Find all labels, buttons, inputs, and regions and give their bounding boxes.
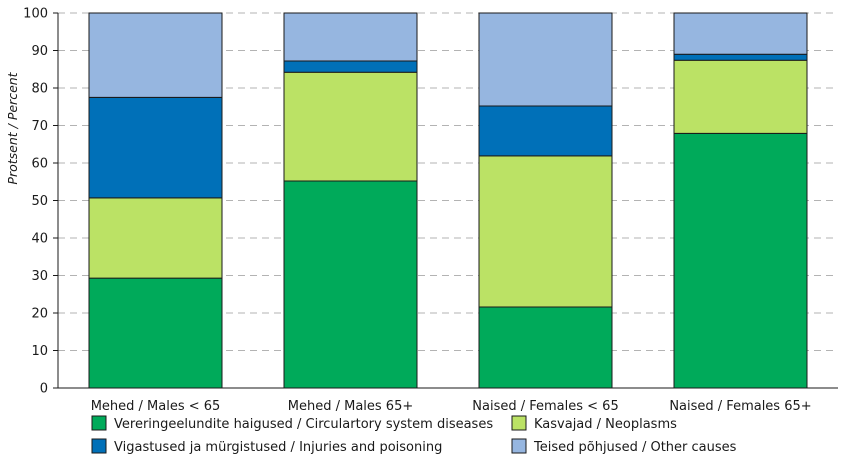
legend: Vereringeelundite haigused / Circulartor… xyxy=(91,415,737,455)
y-tick-label: 60 xyxy=(31,157,48,172)
bar-segment-teised-p-hjused-other-causes-1 xyxy=(88,12,223,98)
x-category-labels: Mehed / Males < 65 Mehed / Males 65+ Naise… xyxy=(91,399,812,414)
bar-segment-teised-p-hjused-other-causes-4 xyxy=(673,12,808,55)
bar-segment-vigastused-ja-m-rgistused-injuries-and-poisoning-2 xyxy=(283,60,418,73)
y-tick-label: 50 xyxy=(31,194,48,209)
y-tick-labels: 0 10 20 30 40 50 60 70 80 90 100 xyxy=(23,7,58,397)
bar-segment-vigastused-ja-m-rgistused-injuries-and-poisoning-4 xyxy=(673,53,808,61)
legend-label: Vigastused ja mürgistused / Injuries and… xyxy=(114,440,442,455)
y-tick-label: 40 xyxy=(31,232,48,247)
legend-swatch-teised-p-hjused-other-causes xyxy=(511,438,527,454)
bar-segment-vereringeelundite-haigused-circulartory-system-diseases-3 xyxy=(478,306,613,389)
legend-label: Vereringeelundite haigused / Circulartor… xyxy=(114,417,493,432)
x-category-label: Naised / Females 65+ xyxy=(669,399,811,414)
x-category-label: Mehed / Males < 65 xyxy=(91,399,221,414)
bar-segment-teised-p-hjused-other-causes-3 xyxy=(478,12,613,107)
legend-swatch-kasvajad-neoplasms xyxy=(511,415,527,431)
bar-segment-vigastused-ja-m-rgistused-injuries-and-poisoning-1 xyxy=(88,96,223,199)
legend-label: Teised põhjused / Other causes xyxy=(533,440,737,455)
bar-segment-vereringeelundite-haigused-circulartory-system-diseases-2 xyxy=(283,180,418,389)
bar-segment-kasvajad-neoplasms-4 xyxy=(673,59,808,134)
x-category-label: Mehed / Males 65+ xyxy=(288,399,413,414)
legend-swatch-vigastused-ja-m-rgistused-injuries-and-poisoning xyxy=(91,438,107,454)
y-tick-label: 100 xyxy=(23,7,48,22)
bar-segment-kasvajad-neoplasms-2 xyxy=(283,71,418,182)
bar-segment-vereringeelundite-haigused-circulartory-system-diseases-1 xyxy=(88,277,223,389)
legend-label: Kasvajad / Neoplasms xyxy=(534,417,677,432)
bar-segment-vereringeelundite-haigused-circulartory-system-diseases-4 xyxy=(673,132,808,389)
y-tick-label: 20 xyxy=(31,307,48,322)
x-category-label: Naised / Females < 65 xyxy=(472,399,618,414)
y-tick-label: 90 xyxy=(31,44,48,59)
y-tick-label: 30 xyxy=(31,269,48,284)
y-tick-label: 70 xyxy=(31,119,48,134)
bar-segment-kasvajad-neoplasms-1 xyxy=(88,197,223,279)
bars xyxy=(88,12,808,389)
bar-segment-vigastused-ja-m-rgistused-injuries-and-poisoning-3 xyxy=(478,105,613,157)
y-tick-label: 80 xyxy=(31,82,48,97)
y-axis-label: Protsent / Percent xyxy=(5,71,20,184)
legend-swatch-vereringeelundite-haigused-circulartory-system-diseases xyxy=(91,415,107,431)
y-tick-label: 0 xyxy=(40,382,48,397)
y-tick-label: 10 xyxy=(31,344,48,359)
bar-segment-kasvajad-neoplasms-3 xyxy=(478,155,613,308)
bar-segment-teised-p-hjused-other-causes-2 xyxy=(283,12,418,62)
